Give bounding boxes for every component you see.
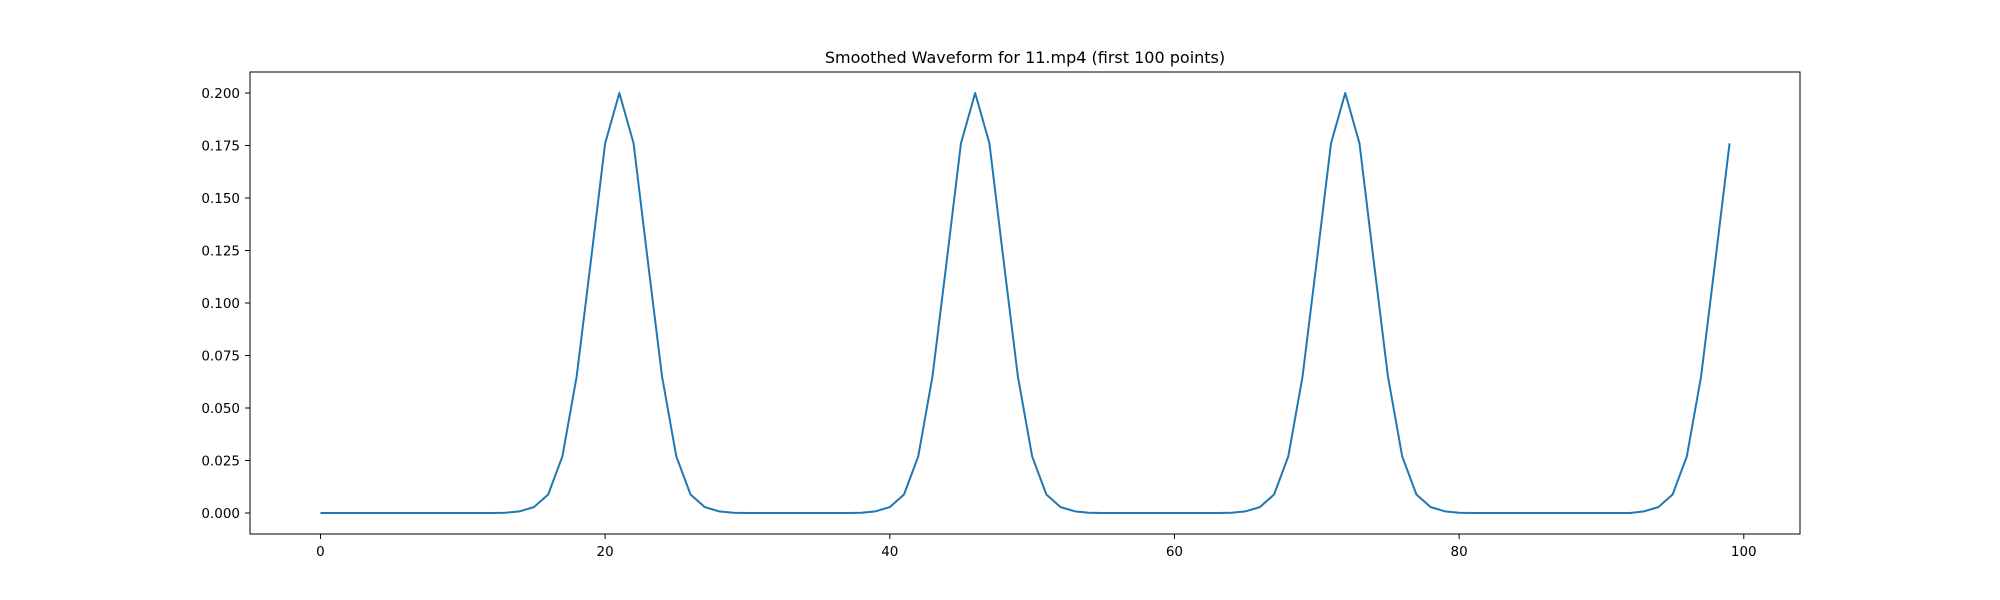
y-tick-label: 0.150 <box>201 191 240 207</box>
series-line-0 <box>320 92 1731 514</box>
x-tick-label: 40 <box>881 544 898 560</box>
x-axis: 0 20 40 60 80 100 <box>316 534 1757 560</box>
y-tick-label: 0.025 <box>201 454 240 470</box>
x-tick-label: 0 <box>316 544 325 560</box>
plot-area <box>320 92 1731 514</box>
x-tick-label: 80 <box>1451 544 1468 560</box>
y-tick-label: 0.050 <box>201 401 240 417</box>
x-tick-label: 60 <box>1166 544 1183 560</box>
y-tick-label: 0.175 <box>201 139 240 155</box>
axes-frame <box>249 71 1801 535</box>
x-tick-label: 100 <box>1731 544 1757 560</box>
y-tick-label: 0.100 <box>201 296 240 312</box>
y-tick-label: 0.125 <box>201 244 240 260</box>
y-tick-label: 0.200 <box>201 86 240 102</box>
y-axis: 0.000 0.025 0.050 0.075 0.100 0.125 0.150 0.175… <box>201 86 250 522</box>
x-tick-label: 20 <box>597 544 614 560</box>
y-tick-label: 0.075 <box>201 349 240 365</box>
chart-title: Smoothed Waveform for 11.mp4 (first 100 … <box>825 48 1225 67</box>
y-tick-label: 0.000 <box>201 506 240 522</box>
